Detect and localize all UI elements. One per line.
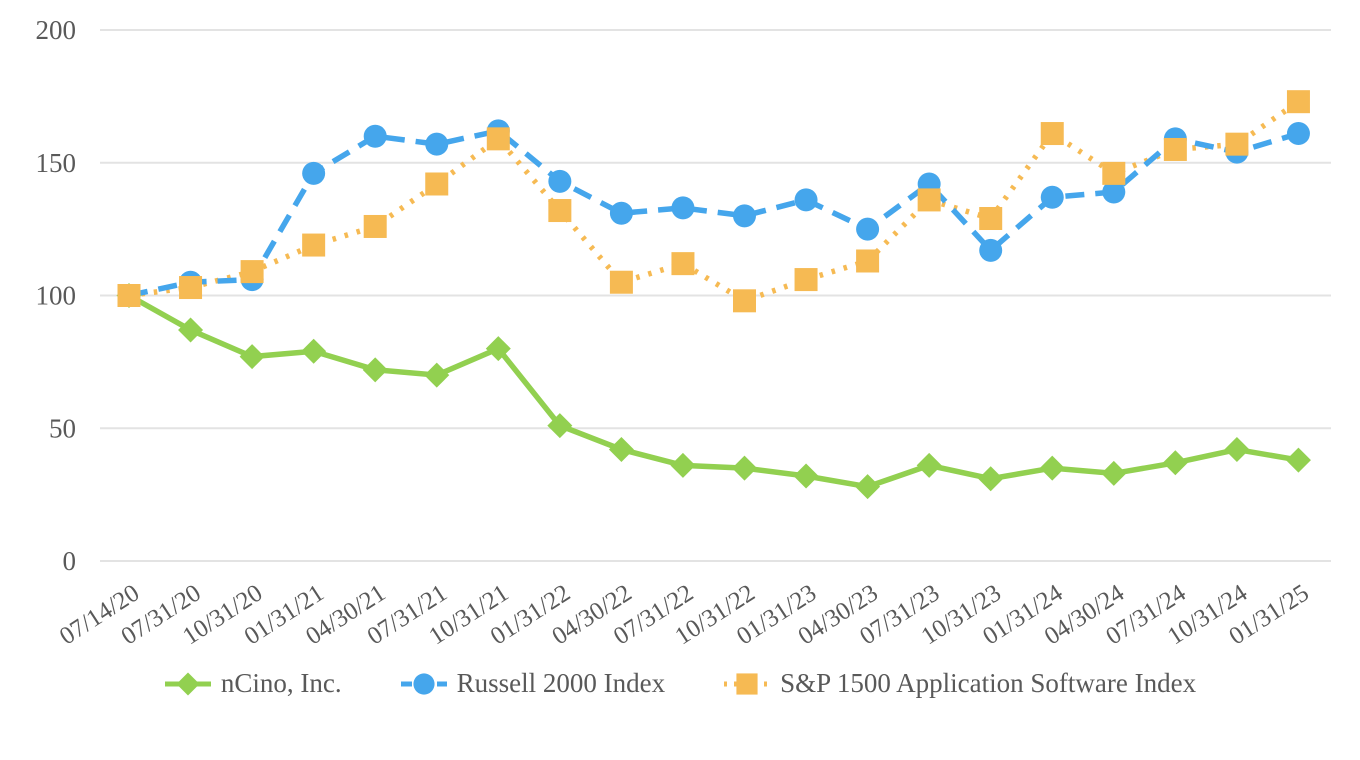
ncino-diamond-marker-icon	[164, 672, 211, 695]
square-marker	[425, 172, 449, 196]
diamond-marker	[547, 413, 573, 439]
circle-marker	[548, 169, 572, 193]
russell-circle-marker-icon	[400, 672, 447, 695]
legend-item-russell-2000: Russell 2000 Index	[400, 668, 666, 699]
circle-marker	[425, 132, 449, 156]
circle-marker	[609, 201, 633, 225]
diamond-marker	[793, 463, 819, 489]
series-markers-2	[117, 90, 1310, 313]
plot-area: 0 50 100 150 200 07/14/2007/31/2010/31/2001/3…	[36, 15, 1331, 650]
legend-label-sp1500-app-software: S&P 1500 Application Software Index	[780, 668, 1197, 698]
gridlines	[100, 29, 1331, 562]
square-marker	[1040, 122, 1064, 146]
diamond-marker	[1039, 455, 1065, 481]
square-marker	[240, 260, 264, 284]
circle-marker	[856, 217, 880, 241]
square-marker	[794, 268, 818, 292]
diamond-marker	[978, 466, 1004, 492]
diamond-marker	[608, 436, 634, 462]
square-marker	[736, 672, 758, 695]
diamond-marker	[1285, 447, 1311, 473]
square-marker	[733, 289, 756, 313]
diamond-marker	[301, 338, 327, 364]
y-axis-tick-labels: 0 50 100 150 200	[36, 15, 77, 576]
circle-marker	[1040, 185, 1064, 209]
series-line-0	[127, 293, 1299, 490]
square-marker	[1286, 90, 1310, 114]
square-marker	[363, 214, 387, 238]
diamond-marker	[178, 317, 204, 343]
circle-marker	[794, 188, 818, 212]
diamond-marker	[424, 362, 450, 388]
square-marker	[856, 249, 880, 273]
circle-marker	[1286, 122, 1310, 146]
square-marker	[179, 276, 203, 300]
y-tick-label: 0	[63, 546, 77, 576]
series-line-1	[128, 127, 1300, 299]
legend-label-ncino: nCino, Inc.	[220, 668, 342, 698]
legend-item-sp1500-app-software: S&P 1500 Application Software Index	[723, 668, 1196, 699]
square-marker	[548, 199, 572, 223]
diamond-marker	[176, 672, 200, 695]
sp1500-square-marker-icon	[724, 672, 771, 695]
y-tick-label: 100	[36, 281, 77, 311]
diamond-marker	[362, 357, 388, 383]
circle-marker	[671, 196, 695, 220]
square-marker	[117, 284, 141, 307]
x-axis-tick-labels: 07/14/2007/31/2010/31/2001/31/2104/30/21…	[55, 579, 1314, 650]
circle-marker	[979, 238, 1003, 262]
series-markers-1	[117, 119, 1310, 307]
square-marker	[1102, 161, 1126, 185]
diamond-marker	[732, 455, 757, 481]
square-marker	[302, 233, 326, 257]
series-markers-0	[116, 283, 1311, 500]
square-marker	[609, 270, 633, 294]
circle-marker	[413, 672, 435, 695]
diamond-marker	[1224, 436, 1250, 462]
y-tick-label: 50	[49, 413, 76, 443]
diamond-marker	[1162, 450, 1188, 476]
circle-marker	[1102, 180, 1126, 204]
legend: nCino, Inc. Russell 2000 Index S&P 1500 …	[0, 668, 1360, 699]
diamond-marker	[239, 344, 265, 370]
diamond-marker	[670, 452, 696, 478]
y-tick-label: 200	[36, 15, 77, 45]
circle-marker	[733, 204, 756, 228]
circle-marker	[363, 124, 387, 148]
y-tick-label: 150	[36, 148, 77, 178]
square-marker	[979, 207, 1003, 231]
diamond-marker	[485, 336, 511, 362]
legend-item-ncino: nCino, Inc.	[164, 668, 342, 699]
series-line-2	[128, 99, 1301, 304]
square-marker	[917, 188, 941, 212]
diamond-marker	[1101, 460, 1127, 486]
square-marker	[671, 252, 695, 276]
square-marker	[486, 127, 510, 151]
diamond-marker	[916, 452, 942, 478]
legend-label-russell-2000: Russell 2000 Index	[456, 668, 666, 698]
square-marker	[1225, 132, 1249, 156]
circle-marker	[302, 161, 326, 185]
diamond-marker	[855, 474, 881, 500]
square-marker	[1163, 137, 1187, 161]
